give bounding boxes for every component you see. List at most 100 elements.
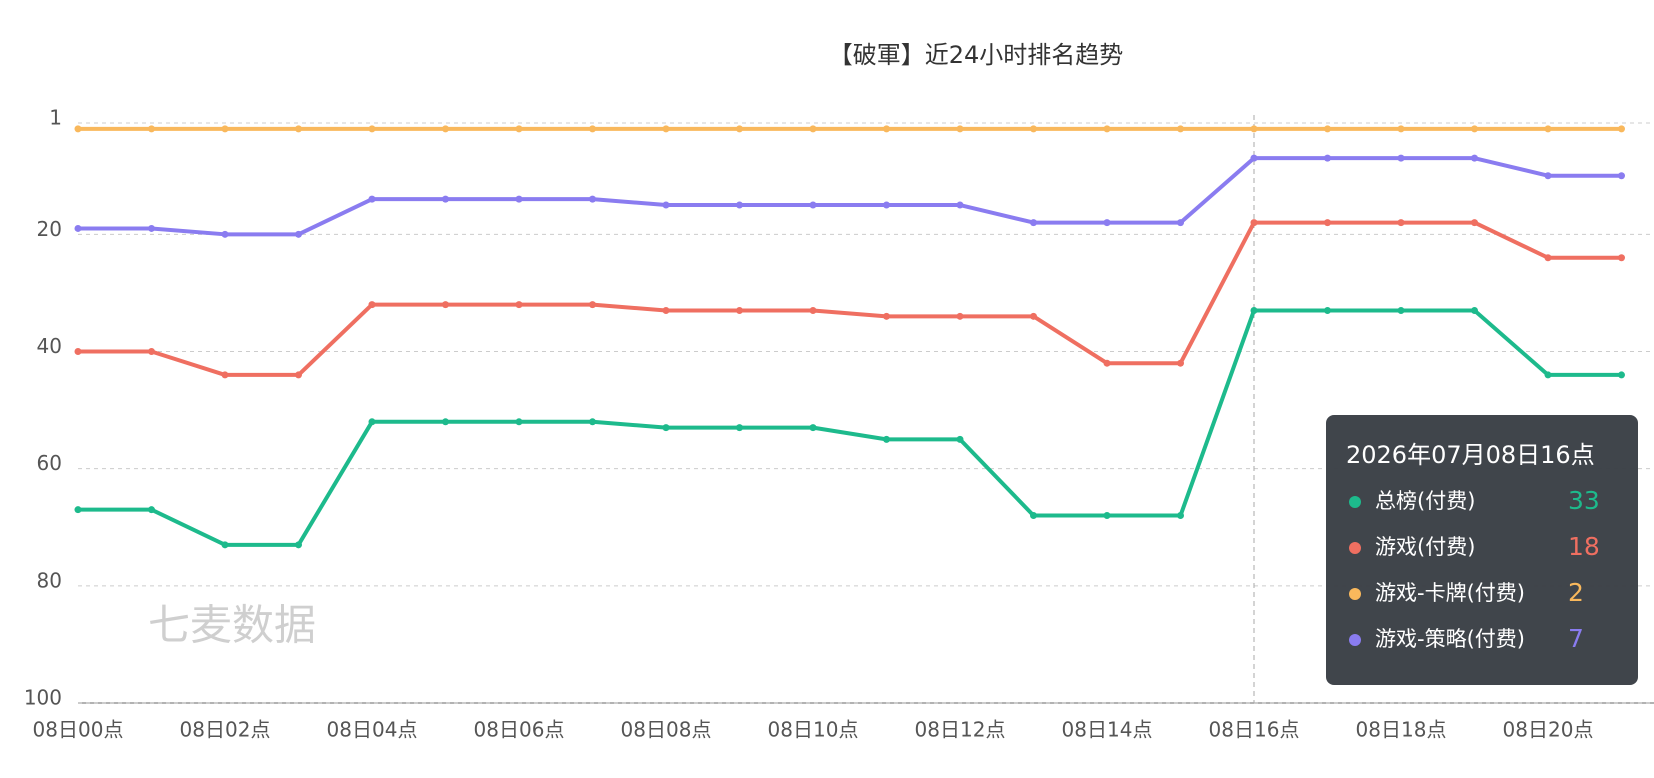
point [956, 125, 964, 133]
point [515, 301, 523, 309]
point [1324, 125, 1331, 133]
point [1618, 371, 1625, 379]
point [1250, 125, 1258, 133]
point [1250, 306, 1258, 314]
point [1471, 219, 1478, 227]
point [1544, 172, 1552, 180]
x-tick-label: 08日18点 [1356, 718, 1447, 742]
point [148, 347, 155, 355]
point [1030, 512, 1037, 520]
point [1103, 125, 1111, 133]
point [221, 541, 229, 549]
point [662, 201, 670, 209]
point [589, 301, 596, 309]
x-tick-label: 08日06点 [474, 718, 565, 742]
point [1030, 125, 1037, 133]
point [295, 230, 302, 238]
point [1618, 172, 1625, 180]
y-tick-label: 20 [37, 217, 62, 241]
point [589, 418, 596, 426]
point [809, 201, 817, 209]
y-tick-label: 1 [49, 106, 62, 130]
point [1471, 306, 1478, 314]
point [74, 125, 82, 133]
y-tick-label: 80 [37, 568, 62, 592]
point [662, 306, 670, 314]
point [1103, 219, 1111, 227]
point [221, 230, 229, 238]
point [74, 347, 82, 355]
tooltip-value: 7 [1568, 624, 1584, 653]
point [368, 195, 376, 203]
point [662, 424, 670, 432]
point [589, 125, 596, 133]
x-tick-label: 08日10点 [768, 718, 859, 742]
point [956, 435, 964, 443]
point [74, 224, 82, 232]
point [736, 201, 743, 209]
point [589, 195, 596, 203]
plot: 1 20 40 60 80 100 08日00点 08日02点 08日04点 08日06点 08日0… [24, 106, 1654, 742]
series-line [78, 308, 1622, 547]
y-tick-label: 40 [37, 334, 62, 358]
point [1103, 512, 1111, 520]
legend-label: 游戏-卡牌(付费) [1375, 581, 1525, 605]
point [148, 506, 155, 514]
point [736, 125, 743, 133]
point [1030, 219, 1037, 227]
point [883, 435, 890, 443]
point [956, 201, 964, 209]
point [1177, 359, 1184, 367]
point [1324, 306, 1331, 314]
point [1177, 125, 1184, 133]
point [956, 312, 964, 320]
point [1397, 125, 1405, 133]
point [809, 306, 817, 314]
point [1618, 125, 1625, 133]
point [442, 125, 449, 133]
point [1544, 254, 1552, 262]
point [295, 125, 302, 133]
point [736, 424, 743, 432]
series-line [78, 220, 1622, 377]
series-line [78, 156, 1622, 237]
point [442, 195, 449, 203]
point [662, 125, 670, 133]
tooltip-box [1326, 415, 1638, 685]
point [1177, 512, 1184, 520]
point [1544, 125, 1552, 133]
x-tick-label: 08日14点 [1062, 718, 1153, 742]
x-tick-label: 08日12点 [915, 718, 1006, 742]
point [1471, 125, 1478, 133]
point [1471, 154, 1478, 162]
point [1397, 306, 1405, 314]
point [883, 312, 890, 320]
y-tick-label: 60 [37, 451, 62, 475]
point [148, 125, 155, 133]
point [442, 418, 449, 426]
x-tick-label: 08日02点 [180, 718, 271, 742]
point [883, 125, 890, 133]
point [883, 201, 890, 209]
tooltip-value: 2 [1568, 578, 1584, 607]
y-tick-label: 100 [24, 686, 62, 710]
legend-label: 游戏-策略(付费) [1375, 627, 1525, 651]
point [1324, 154, 1331, 162]
point [1250, 154, 1258, 162]
x-tick-label: 08日00点 [33, 718, 124, 742]
tooltip-value: 18 [1568, 532, 1600, 561]
point [221, 371, 229, 379]
legend-dot [1349, 542, 1361, 554]
point [1618, 254, 1625, 262]
legend-label: 总榜(付费) [1375, 489, 1475, 513]
point [1030, 312, 1037, 320]
point [1397, 219, 1405, 227]
watermark: 七麦数据 [148, 601, 316, 650]
point [1324, 219, 1331, 227]
point [1103, 359, 1111, 367]
point [515, 125, 523, 133]
point [368, 418, 376, 426]
point [221, 125, 229, 133]
